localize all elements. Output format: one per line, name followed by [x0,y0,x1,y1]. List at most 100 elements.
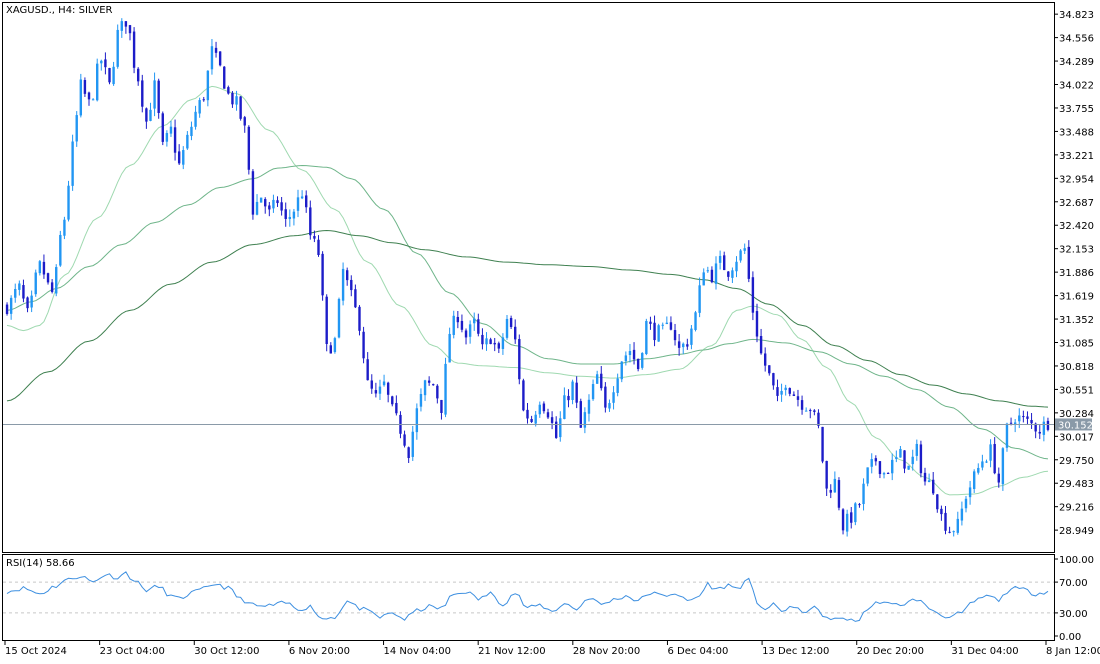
candle [669,316,673,331]
candle [382,374,386,387]
candle [489,337,492,345]
candle [882,471,886,479]
candle [891,453,894,481]
moving-average-line-1 [6,85,1049,496]
candle [907,465,910,470]
candle [501,333,505,355]
candle [636,358,640,372]
candle [42,254,46,279]
time-tick-label: 15 Oct 2024 [5,646,67,657]
price-pane-frame [2,2,1055,553]
candle [522,378,525,412]
candle [350,275,353,297]
candle [214,41,218,58]
candle [968,480,972,505]
candle [333,336,337,354]
candle [784,384,787,396]
candle [673,323,677,346]
candle [202,96,205,102]
candle [952,530,955,537]
candle [571,379,574,405]
candle [284,202,287,227]
candle [477,313,480,337]
candle [96,58,99,102]
candle [956,511,959,535]
candle [194,105,197,130]
candle [817,409,820,429]
candle [604,382,607,413]
candle [403,430,406,448]
candle [251,169,255,220]
price-tick-label: 29.216 [1059,503,1094,514]
candle [600,366,603,391]
candle [985,459,988,463]
candle [456,310,460,329]
candle [583,407,587,434]
candle [768,365,771,376]
candle [300,190,304,200]
candle [79,73,83,118]
candle [378,379,382,400]
candle [227,85,230,95]
candle [813,409,816,416]
candle [153,72,156,117]
candle [579,398,582,428]
candle [264,197,267,214]
price-tick-label: 30.551 [1059,385,1094,396]
price-tick-label: 30.818 [1059,362,1094,373]
candle [182,146,185,170]
candle [239,96,242,121]
candle [800,395,804,415]
candle [34,269,37,297]
candle [141,74,144,113]
candle [809,408,812,419]
time-tick-label: 23 Oct 04:00 [100,646,165,657]
candle [878,461,882,479]
time-tick-label: 6 Nov 20:00 [289,646,350,657]
candle [940,505,943,521]
candle [259,197,263,203]
candle [903,450,906,474]
candle [50,279,54,294]
price-tick-label: 31.886 [1059,268,1094,279]
candle [296,189,300,218]
candle [268,202,271,217]
candle [120,18,123,38]
time-tick-label: 28 Nov 20:00 [573,646,640,657]
price-tick-label: 33.488 [1059,127,1094,138]
candle [255,194,259,216]
candle [116,24,119,69]
candle [448,327,451,363]
candle [723,251,726,271]
candle [14,283,17,303]
candle [518,334,521,385]
candle [313,230,316,243]
candle [936,494,939,513]
candle [358,305,361,336]
time-tick-label: 31 Dec 04:00 [951,646,1018,657]
candle [587,394,591,422]
candle [292,208,296,226]
candle [854,502,857,526]
candle [391,395,394,407]
candle [1030,413,1033,429]
rsi-line-group [6,571,1049,622]
candle [993,437,996,475]
moving-average-line-2 [6,164,1049,460]
candle [657,323,660,342]
candle [792,391,796,397]
candle [837,477,841,511]
moving-averages [6,85,1049,496]
rsi-pane-frame [2,554,1055,641]
candle [944,506,947,535]
candle [661,322,664,330]
candle [493,337,496,352]
candle [370,374,373,394]
candle [288,209,292,227]
candle [452,310,455,339]
candle [177,144,181,165]
candle [173,119,177,161]
candle [870,453,873,474]
candle [567,389,570,408]
